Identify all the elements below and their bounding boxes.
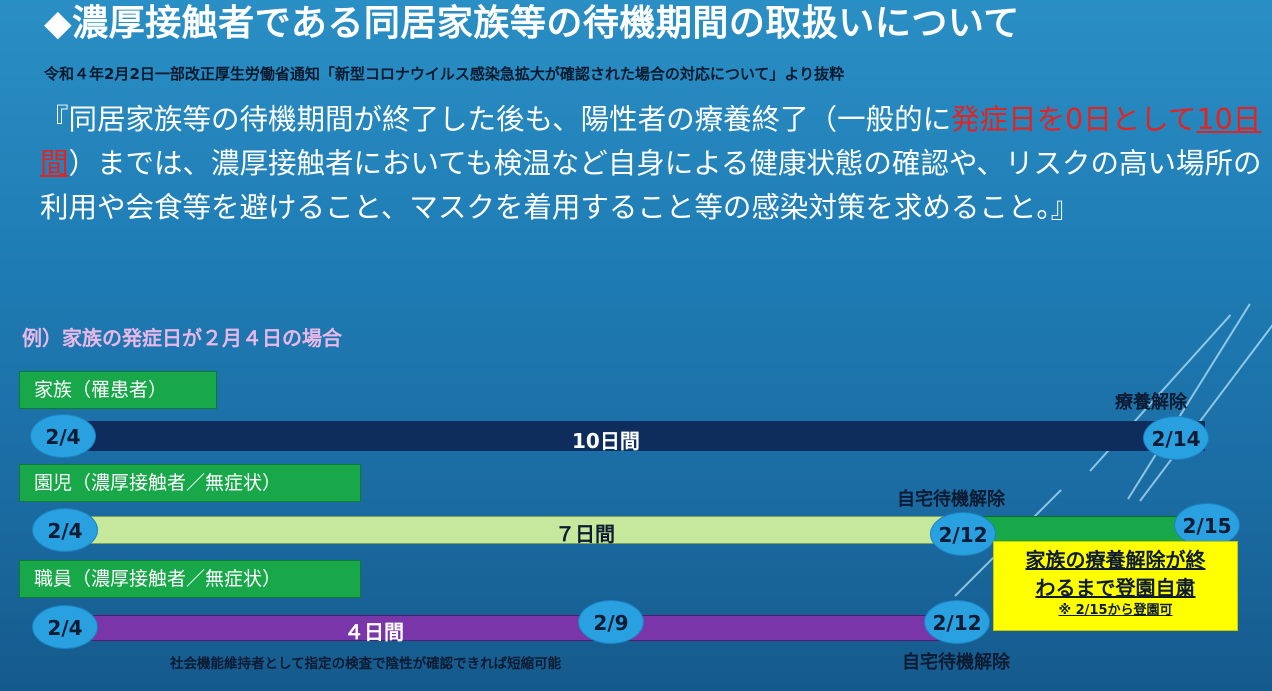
child-mid-date: 2/12 xyxy=(930,512,996,556)
family-start-date: 2/4 xyxy=(30,414,96,458)
family-end-callout: 療養解除 xyxy=(1115,392,1187,413)
notice-line-1: 家族の療養解除が終 xyxy=(1025,548,1206,572)
staff-end-date: 2/12 xyxy=(924,600,990,644)
example-heading: 例）家族の発症日が２月４日の場合 xyxy=(22,326,342,350)
family-duration-bar xyxy=(62,421,1205,451)
staff-mid-date: 2/9 xyxy=(578,600,644,644)
child-attendance-notice: 家族の療養解除が終 わるまで登園自粛 ※ 2/15から登園可 xyxy=(993,541,1238,631)
family-row-label: 家族（罹患者） xyxy=(19,371,217,409)
child-extension-bar xyxy=(960,516,1208,544)
quote-highlight-onset: 発症日を0日として xyxy=(951,103,1197,136)
notice-line-2: わるまで登園自粛 xyxy=(1035,576,1196,600)
page-title: ◆濃厚接触者である同居家族等の待機期間の取扱いについて xyxy=(44,3,1020,44)
child-row-label: 園児（濃厚接触者／無症状） xyxy=(19,464,361,502)
family-end-date: 2/14 xyxy=(1143,416,1209,460)
staff-shortening-note: 社会機能維持者として指定の検査で陰性が確認できれば短縮可能 xyxy=(170,656,562,672)
staff-duration-bar xyxy=(62,615,962,641)
quote-paragraph: 『同居家族等の待機期間が終了した後も、陽性者の療養終了（一般的に発症日を0日とし… xyxy=(40,98,1265,230)
quote-text-end: ）までは、濃厚接触者においても検温など自身による健康状態の確認や、リスクの高い場… xyxy=(40,147,1262,224)
child-mid-callout: 自宅待機解除 xyxy=(897,489,1005,510)
child-duration-label: ７日間 xyxy=(555,522,615,546)
family-duration-label: 10日間 xyxy=(572,429,640,453)
staff-end-callout: 自宅待機解除 xyxy=(902,652,1010,673)
quote-highlight-duration: 10日間 xyxy=(40,103,1262,180)
notice-note: ※ 2/15から登園可 xyxy=(1058,603,1173,618)
staff-start-date: 2/4 xyxy=(32,605,98,649)
child-duration-bar xyxy=(62,516,962,544)
quote-text-start: 『同居家族等の待機期間が終了した後も、陽性者の療養終了（一般的に xyxy=(40,103,952,136)
staff-duration-label: ４日間 xyxy=(344,620,404,644)
source-subtitle: 令和４年2月2日一部改正厚生労働省通知「新型コロナウイルス感染急拡大が確認された… xyxy=(44,65,845,83)
staff-row-label: 職員（濃厚接触者／無症状） xyxy=(19,560,361,598)
child-start-date: 2/4 xyxy=(32,508,98,552)
